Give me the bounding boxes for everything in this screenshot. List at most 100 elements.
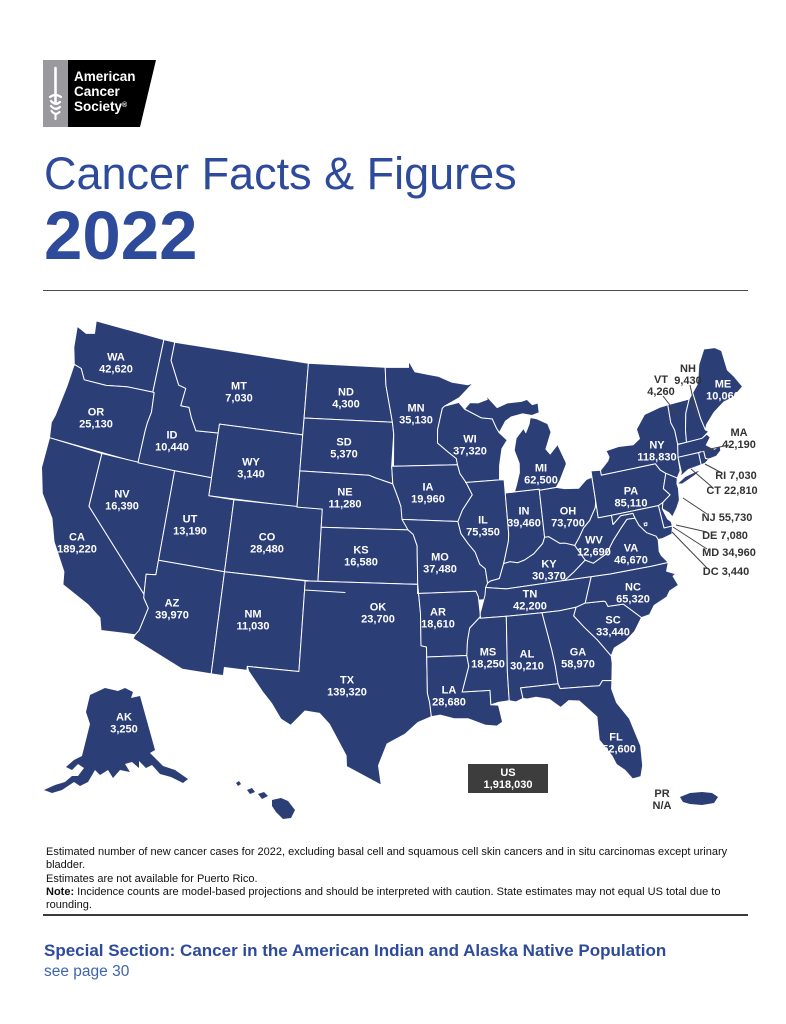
svg-text:ID: ID xyxy=(167,430,178,442)
svg-text:RI 7,030: RI 7,030 xyxy=(715,470,757,482)
svg-text:Society®: Society® xyxy=(74,99,128,114)
svg-text:NY: NY xyxy=(649,440,665,452)
svg-text:MD 34,960: MD 34,960 xyxy=(702,547,756,559)
svg-text:SD: SD xyxy=(336,437,351,449)
svg-text:IL: IL xyxy=(478,515,488,527)
svg-text:N/A: N/A xyxy=(653,800,672,812)
svg-text:American: American xyxy=(74,69,136,84)
svg-text:VT: VT xyxy=(654,374,668,386)
svg-text:NH: NH xyxy=(680,363,696,375)
svg-text:WY: WY xyxy=(242,457,260,469)
svg-text:85,110: 85,110 xyxy=(614,498,647,510)
svg-text:NV: NV xyxy=(114,489,130,501)
svg-text:AR: AR xyxy=(430,607,446,619)
svg-text:TN: TN xyxy=(523,589,538,601)
svg-text:25,130: 25,130 xyxy=(79,419,113,431)
svg-text:46,670: 46,670 xyxy=(614,555,648,567)
svg-text:DE 7,080: DE 7,080 xyxy=(702,530,748,542)
svg-text:19,960: 19,960 xyxy=(411,494,445,506)
svg-text:37,320: 37,320 xyxy=(453,446,487,458)
svg-text:16,580: 16,580 xyxy=(344,557,378,569)
svg-text:11,280: 11,280 xyxy=(328,499,361,511)
svg-text:7,030: 7,030 xyxy=(225,393,253,405)
svg-text:10,060: 10,060 xyxy=(706,391,740,403)
svg-text:152,600: 152,600 xyxy=(596,744,636,756)
svg-text:75,350: 75,350 xyxy=(466,527,500,539)
svg-text:4,300: 4,300 xyxy=(332,399,360,411)
svg-text:4,260: 4,260 xyxy=(647,386,675,398)
svg-text:42,200: 42,200 xyxy=(513,601,547,613)
svg-text:ND: ND xyxy=(338,387,354,399)
svg-text:39,970: 39,970 xyxy=(155,610,189,622)
svg-text:12,690: 12,690 xyxy=(577,547,611,559)
svg-text:NC: NC xyxy=(625,582,641,594)
svg-text:MI: MI xyxy=(535,463,547,475)
svg-text:OK: OK xyxy=(370,602,387,614)
svg-text:HI: HI xyxy=(247,797,258,809)
svg-text:65,320: 65,320 xyxy=(616,594,650,606)
svg-text:MS: MS xyxy=(480,647,497,659)
svg-text:KS: KS xyxy=(353,545,368,557)
svg-text:GA: GA xyxy=(570,647,587,659)
svg-text:LA: LA xyxy=(442,685,457,697)
svg-text:NE: NE xyxy=(337,487,352,499)
svg-text:10,440: 10,440 xyxy=(155,442,189,454)
svg-text:WA: WA xyxy=(107,352,125,364)
svg-text:MO: MO xyxy=(431,552,449,564)
svg-text:FL: FL xyxy=(609,732,623,744)
svg-text:62,500: 62,500 xyxy=(524,475,558,487)
svg-text:18,250: 18,250 xyxy=(471,659,505,671)
svg-text:30,370: 30,370 xyxy=(532,571,566,583)
svg-text:PR: PR xyxy=(654,788,669,800)
svg-text:SC: SC xyxy=(605,615,620,627)
svg-text:AK: AK xyxy=(116,712,132,724)
svg-text:58,970: 58,970 xyxy=(561,659,595,671)
svg-text:42,190: 42,190 xyxy=(722,439,756,451)
svg-text:3,140: 3,140 xyxy=(237,469,265,481)
svg-text:MT: MT xyxy=(231,381,247,393)
svg-text:28,680: 28,680 xyxy=(432,697,466,709)
svg-text:MN: MN xyxy=(407,403,424,415)
svg-text:16,390: 16,390 xyxy=(105,501,139,513)
svg-text:35,130: 35,130 xyxy=(399,415,433,427)
svg-text:AL: AL xyxy=(520,649,535,661)
svg-text:UT: UT xyxy=(183,514,198,526)
svg-text:US: US xyxy=(500,767,515,779)
svg-text:118,830: 118,830 xyxy=(637,452,676,464)
svg-text:NJ 55,730: NJ 55,730 xyxy=(702,512,753,524)
svg-text:37,480: 37,480 xyxy=(423,564,457,576)
svg-text:NM: NM xyxy=(244,609,261,621)
svg-text:ME: ME xyxy=(715,379,732,391)
svg-text:189,220: 189,220 xyxy=(57,544,97,556)
svg-text:OR: OR xyxy=(88,407,105,419)
svg-text:TX: TX xyxy=(340,675,355,687)
svg-text:18,610: 18,610 xyxy=(421,619,455,631)
svg-text:73,700: 73,700 xyxy=(551,518,585,530)
svg-text:13,190: 13,190 xyxy=(173,526,207,538)
svg-text:WI: WI xyxy=(463,434,476,446)
svg-text:CA: CA xyxy=(69,532,85,544)
svg-text:Cancer: Cancer xyxy=(74,84,121,99)
svg-text:39,460: 39,460 xyxy=(507,518,541,530)
svg-text:IA: IA xyxy=(423,482,434,494)
svg-text:VA: VA xyxy=(624,543,639,555)
svg-text:MA: MA xyxy=(730,427,747,439)
svg-text:CO: CO xyxy=(259,532,276,544)
svg-text:KY: KY xyxy=(541,559,557,571)
svg-text:AZ: AZ xyxy=(165,598,180,610)
svg-text:OH: OH xyxy=(560,506,577,518)
svg-text:WV: WV xyxy=(585,535,603,547)
svg-text:33,440: 33,440 xyxy=(596,627,630,639)
svg-text:DC 3,440: DC 3,440 xyxy=(703,566,749,578)
svg-text:28,480: 28,480 xyxy=(250,544,284,556)
svg-text:5,370: 5,370 xyxy=(330,449,358,461)
svg-text:42,620: 42,620 xyxy=(99,364,133,376)
svg-text:CT 22,810: CT 22,810 xyxy=(706,485,757,497)
svg-text:PA: PA xyxy=(624,486,639,498)
svg-text:139,320: 139,320 xyxy=(327,687,367,699)
svg-text:7,730: 7,730 xyxy=(238,809,266,821)
svg-text:9,430: 9,430 xyxy=(674,375,702,387)
svg-text:23,700: 23,700 xyxy=(361,614,395,626)
svg-text:1,918,030: 1,918,030 xyxy=(484,779,533,791)
svg-text:IN: IN xyxy=(519,506,530,518)
